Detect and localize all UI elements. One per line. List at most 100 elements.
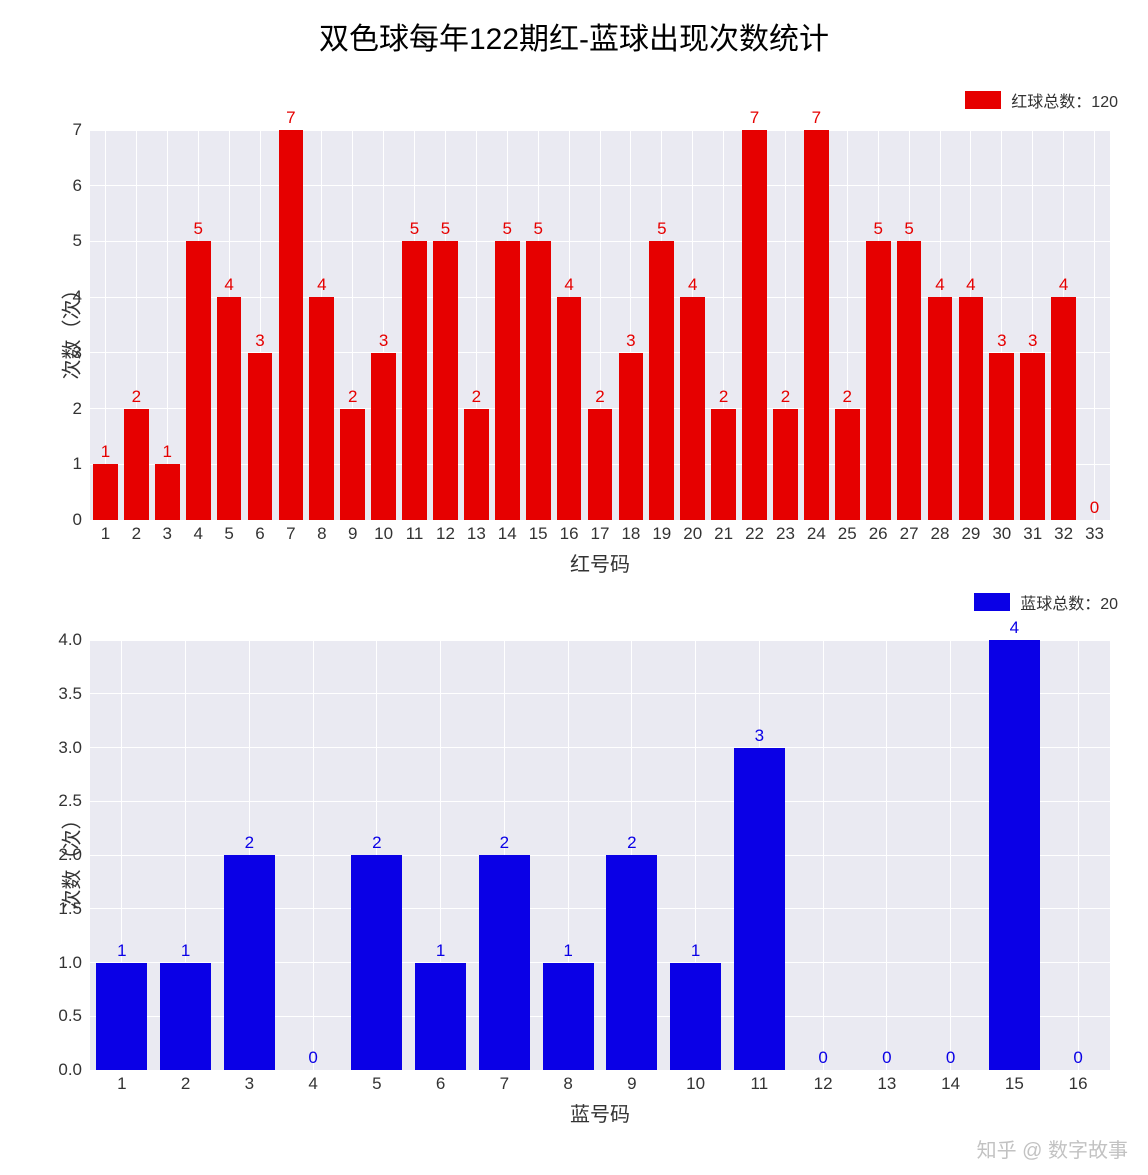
bar <box>248 353 273 520</box>
bar-value-label: 0 <box>946 1048 955 1068</box>
grid-line <box>823 640 824 1070</box>
x-tick-label: 10 <box>374 520 393 544</box>
bar <box>224 855 275 1070</box>
bar-value-label: 0 <box>882 1048 891 1068</box>
grid-line <box>1078 640 1079 1070</box>
bar-value-label: 0 <box>308 1048 317 1068</box>
x-tick-label: 9 <box>348 520 357 544</box>
x-tick-label: 24 <box>807 520 826 544</box>
bar <box>711 409 736 520</box>
blue-x-axis-label: 蓝号码 <box>570 1098 630 1127</box>
x-tick-label: 4 <box>193 520 202 544</box>
bar-value-label: 3 <box>755 726 764 746</box>
red-plot-area: 0123456711221354453677482931051151221351… <box>90 130 1110 520</box>
bar <box>897 241 922 520</box>
grid-line <box>90 747 1110 748</box>
y-tick-label: 2.5 <box>58 791 90 811</box>
x-tick-label: 12 <box>436 520 455 544</box>
bar-value-label: 2 <box>595 387 604 407</box>
bar <box>340 409 365 520</box>
x-tick-label: 13 <box>467 520 486 544</box>
x-tick-label: 20 <box>683 520 702 544</box>
x-tick-label: 19 <box>652 520 671 544</box>
bar-value-label: 3 <box>255 331 264 351</box>
bar-value-label: 3 <box>997 331 1006 351</box>
bar <box>670 963 721 1071</box>
bar <box>1051 297 1076 520</box>
x-tick-label: 5 <box>224 520 233 544</box>
figure-title: 双色球每年122期红-蓝球出现次数统计 <box>0 0 1148 58</box>
grid-line <box>90 693 1110 694</box>
y-tick-label: 1 <box>73 454 90 474</box>
bar-value-label: 2 <box>245 833 254 853</box>
x-tick-label: 11 <box>751 1070 769 1094</box>
grid-line <box>90 801 1110 802</box>
x-tick-label: 4 <box>308 1070 317 1094</box>
bar <box>928 297 953 520</box>
x-tick-label: 16 <box>1069 1070 1088 1094</box>
bar-value-label: 1 <box>117 941 126 961</box>
bar <box>351 855 402 1070</box>
blue-chart: 0.00.51.01.52.02.53.03.54.01112230425162… <box>90 640 1110 1070</box>
x-tick-label: 23 <box>776 520 795 544</box>
bar-value-label: 1 <box>436 941 445 961</box>
bar-value-label: 7 <box>286 108 295 128</box>
bar-value-label: 3 <box>1028 331 1037 351</box>
red-legend-label: 红球总数：120 <box>1011 88 1118 112</box>
bar-value-label: 5 <box>533 219 542 239</box>
bar <box>433 241 458 520</box>
y-tick-label: 0.5 <box>58 1006 90 1026</box>
bar-value-label: 7 <box>812 108 821 128</box>
grid-line <box>313 640 314 1070</box>
y-tick-label: 4.0 <box>58 630 90 650</box>
bar-value-label: 5 <box>193 219 202 239</box>
bar <box>495 241 520 520</box>
bar <box>557 297 582 520</box>
bar-value-label: 5 <box>441 219 450 239</box>
x-tick-label: 1 <box>101 520 110 544</box>
bar <box>160 963 211 1071</box>
bar-value-label: 2 <box>719 387 728 407</box>
figure-container: 双色球每年122期红-蓝球出现次数统计 红球总数：120 01234567112… <box>0 0 1148 1175</box>
x-tick-label: 14 <box>498 520 517 544</box>
blue-legend-swatch <box>974 593 1010 611</box>
x-tick-label: 7 <box>286 520 295 544</box>
bar-value-label: 5 <box>657 219 666 239</box>
x-tick-label: 29 <box>961 520 980 544</box>
blue-plot-area: 0.00.51.01.52.02.53.03.54.01112230425162… <box>90 640 1110 1070</box>
y-tick-label: 6 <box>73 176 90 196</box>
bar-value-label: 5 <box>873 219 882 239</box>
x-tick-label: 14 <box>941 1070 960 1094</box>
x-tick-label: 15 <box>529 520 548 544</box>
x-tick-label: 31 <box>1023 520 1042 544</box>
watermark: 知乎 @ 数字故事 <box>977 1134 1128 1163</box>
bar-value-label: 2 <box>843 387 852 407</box>
bar-value-label: 4 <box>1059 275 1068 295</box>
x-tick-label: 27 <box>900 520 919 544</box>
bar-value-label: 2 <box>372 833 381 853</box>
x-tick-label: 2 <box>132 520 141 544</box>
x-tick-label: 2 <box>181 1070 190 1094</box>
bar-value-label: 2 <box>781 387 790 407</box>
blue-legend: 蓝球总数：20 <box>974 590 1118 614</box>
bar-value-label: 0 <box>1073 1048 1082 1068</box>
y-tick-label: 3.0 <box>58 738 90 758</box>
bar-value-label: 2 <box>472 387 481 407</box>
red-legend: 红球总数：120 <box>965 88 1118 112</box>
bar <box>155 464 180 520</box>
blue-legend-label: 蓝球总数：20 <box>1020 590 1118 614</box>
bar <box>543 963 594 1071</box>
x-tick-label: 6 <box>436 1070 445 1094</box>
bar-value-label: 1 <box>691 941 700 961</box>
bar-value-label: 2 <box>348 387 357 407</box>
x-tick-label: 32 <box>1054 520 1073 544</box>
bar <box>464 409 489 520</box>
bar <box>217 297 242 520</box>
bar-value-label: 2 <box>500 833 509 853</box>
bar-value-label: 1 <box>181 941 190 961</box>
bar <box>680 297 705 520</box>
bar-value-label: 0 <box>818 1048 827 1068</box>
x-tick-label: 33 <box>1085 520 1104 544</box>
bar <box>309 297 334 520</box>
bar-value-label: 1 <box>163 442 172 462</box>
